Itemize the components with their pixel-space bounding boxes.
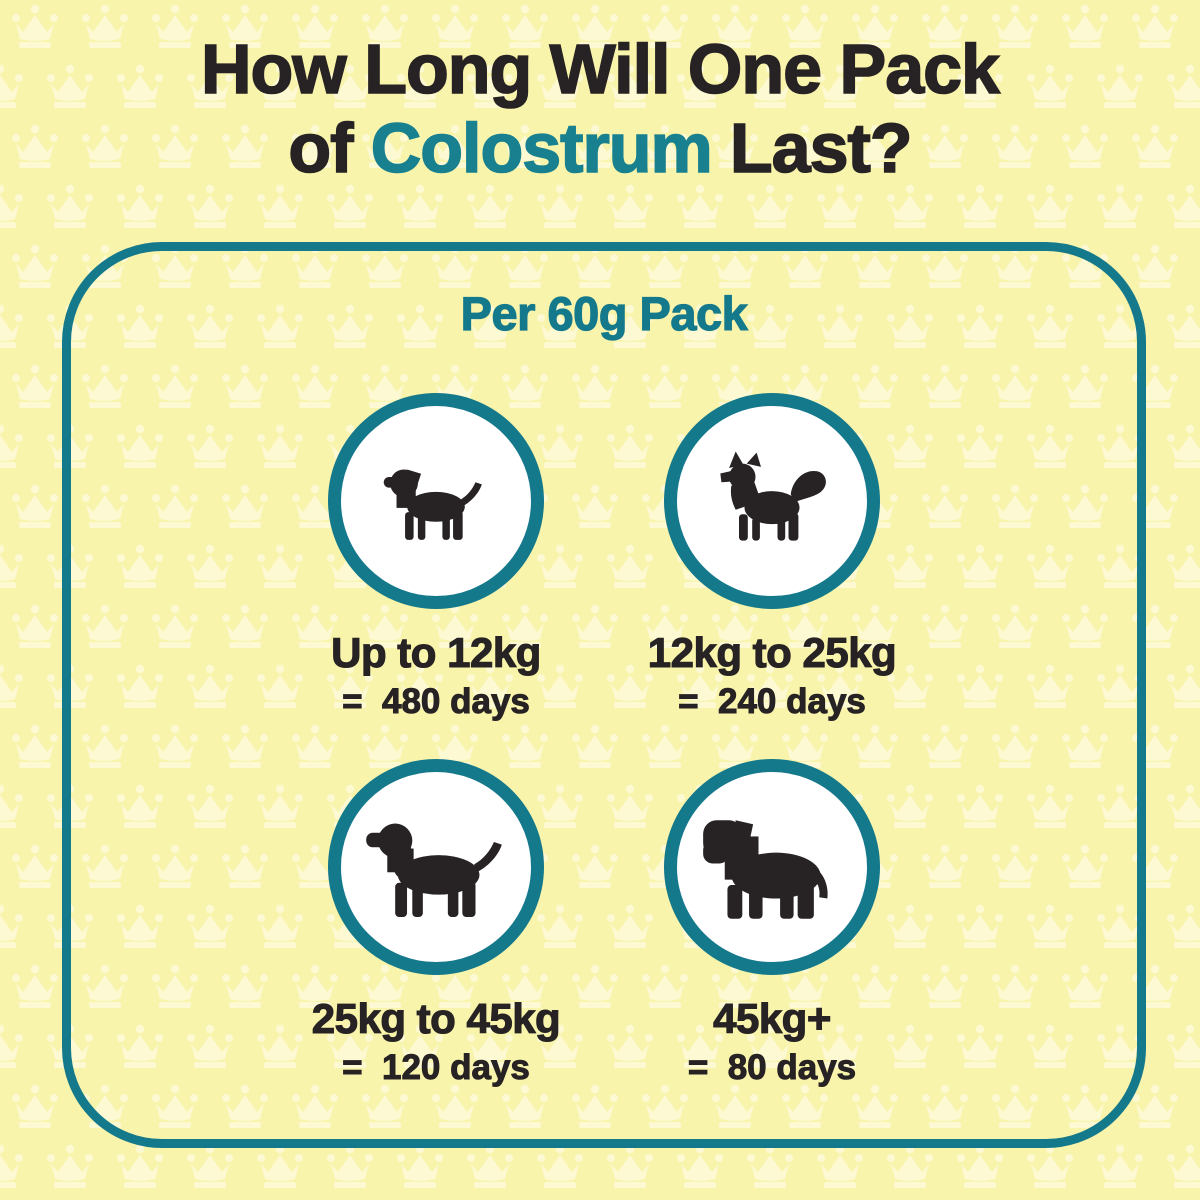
- title-line-2: of Colostrum Last?: [0, 108, 1200, 188]
- page-title: How Long Will One Pack of Colostrum Last…: [0, 29, 1200, 188]
- per-pack-panel: Per 60g Pack: [62, 242, 1146, 1148]
- dog-circle-badge: [328, 759, 544, 975]
- dog-size-card-small: Up to 12kg = 480 days: [286, 393, 586, 723]
- title-line-1-text: How Long Will One Pack: [200, 29, 1001, 109]
- dog-size-grid: Up to 12kg = 480 days: [286, 393, 922, 1089]
- duration-label: = 120 days: [342, 1048, 531, 1088]
- fluffy-dog-icon: [720, 451, 826, 541]
- dog-size-card-large: 25kg to 45kg = 120 days: [286, 759, 586, 1089]
- title-line-1: How Long Will One Pack: [0, 29, 1200, 109]
- weight-range-label: 12kg to 25kg: [647, 628, 897, 676]
- dog-circle-badge: [328, 393, 544, 609]
- weight-range-label: 45kg+: [713, 994, 832, 1042]
- duration-label: = 80 days: [687, 1048, 857, 1088]
- duration-label: = 480 days: [342, 682, 531, 722]
- hound-dog-icon: [366, 823, 502, 918]
- mastiff-dog-icon: [703, 819, 828, 919]
- panel-heading: Per 60g Pack: [460, 286, 748, 340]
- dog-circle-badge: [664, 393, 880, 609]
- dog-size-card-medium: 12kg to 25kg = 240 days: [622, 393, 922, 723]
- title-suffix: Last?: [729, 108, 913, 188]
- title-prefix: of: [288, 108, 355, 188]
- duration-label: = 240 days: [678, 682, 867, 722]
- small-dog-icon: [383, 469, 482, 540]
- title-highlight-colostrum: Colostrum: [370, 108, 714, 188]
- weight-range-label: 25kg to 45kg: [311, 994, 561, 1042]
- dog-circle-badge: [664, 759, 880, 975]
- dog-size-card-giant: 45kg+ = 80 days: [622, 759, 922, 1089]
- weight-range-label: Up to 12kg: [331, 628, 542, 676]
